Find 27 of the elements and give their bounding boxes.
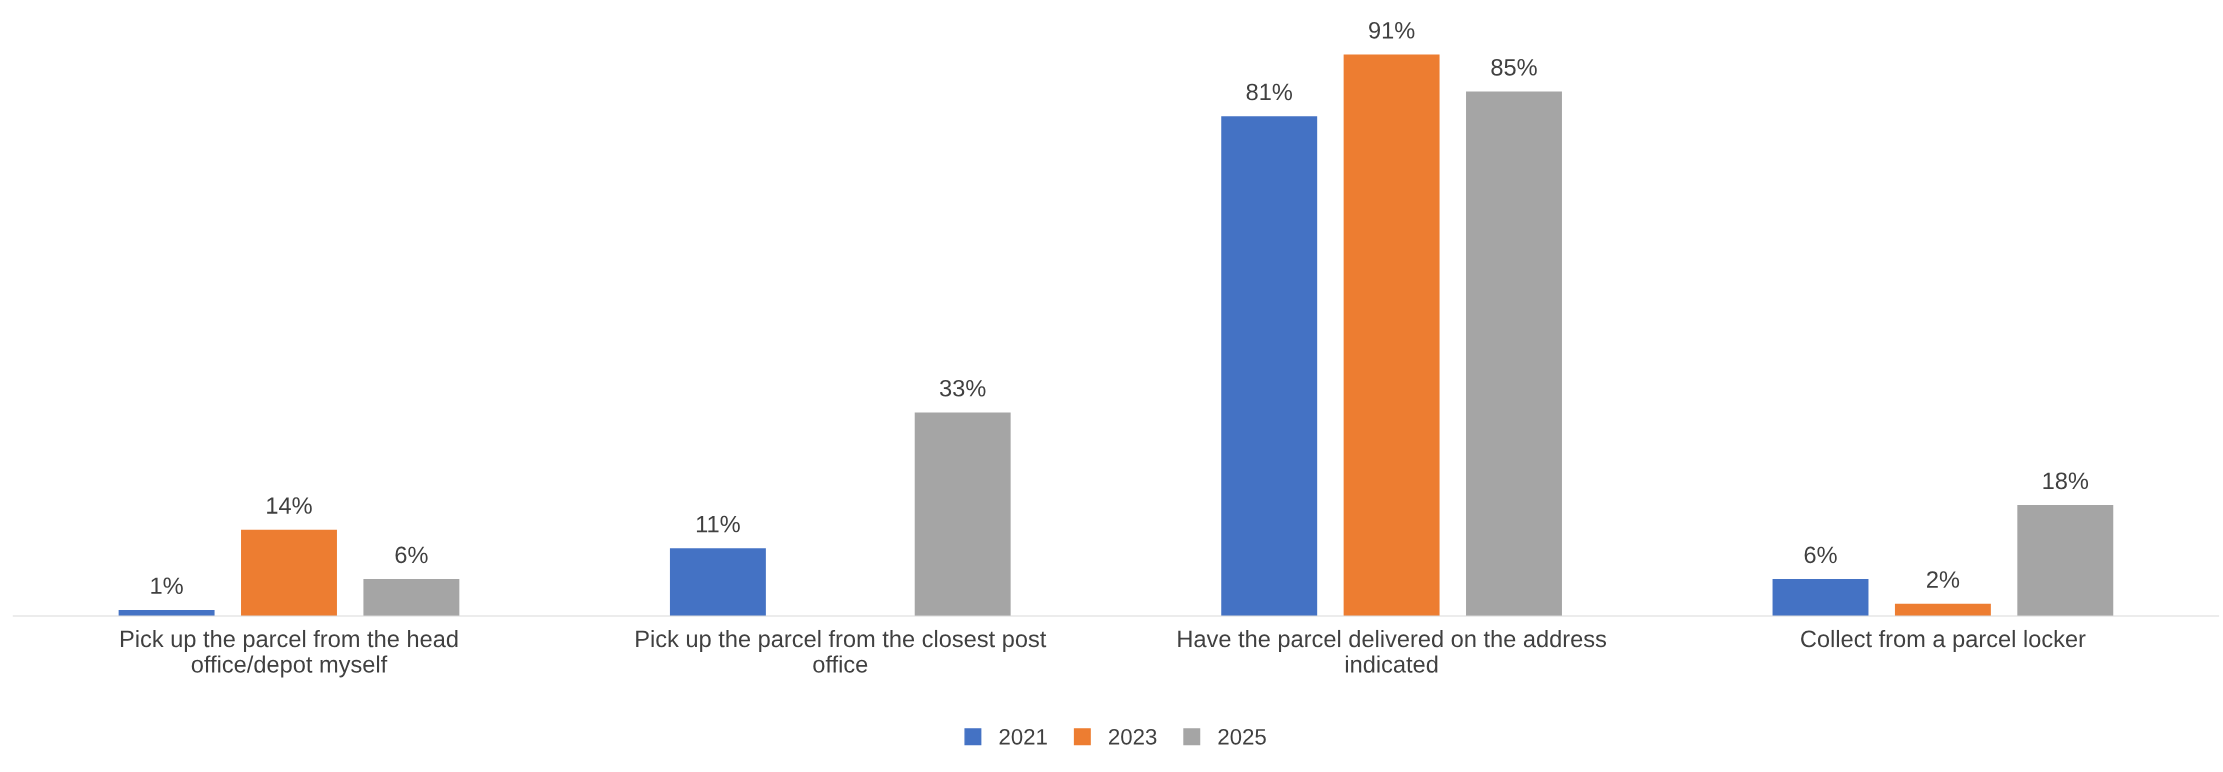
data-label: 81% [1246,83,1292,101]
x-tick-label: Collect from a parcel locker [1801,629,2086,652]
bar [363,579,460,617]
data-label: 85% [1491,58,1537,76]
data-label: 18% [2043,472,2089,490]
legend-label: 2025 [1218,728,1266,745]
bar [669,548,766,617]
legend-label: 2021 [999,728,1047,745]
bar [1466,91,1562,617]
data-label: 14% [267,497,312,514]
x-tick-label: Have the parcel delivered on the address indicated [1178,629,1607,673]
x-tick-label: Pick up the parcel from the head office/depot myself [120,629,458,678]
data-label: 6% [1804,546,1837,564]
data-label: 11% [696,515,740,533]
bar [1343,54,1440,617]
bar [1221,116,1318,617]
bar [241,529,337,617]
bar [1772,579,1869,617]
bar [914,412,1011,617]
data-label: 1% [151,577,183,595]
x-tick-label: Pick up the parcel from the closest post office [636,629,1047,673]
data-label: 33% [939,379,986,397]
data-label: 2% [1927,571,1960,588]
bar [2017,504,2114,617]
data-label: 6% [395,546,428,564]
data-label: 91% [1369,21,1415,39]
legend-label: 2023 [1109,728,1157,745]
